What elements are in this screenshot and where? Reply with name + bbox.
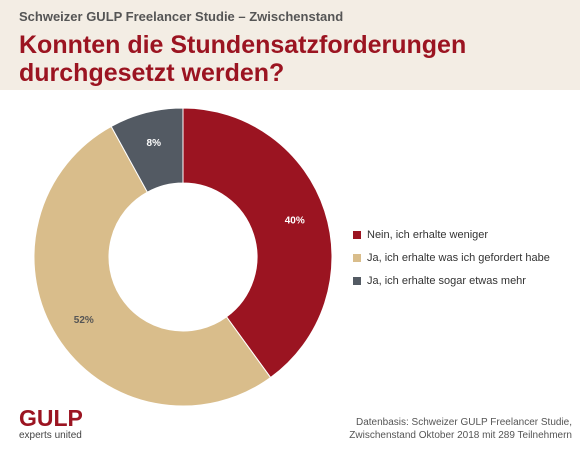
header-band: Schweizer GULP Freelancer Studie – Zwisc… [0, 0, 580, 90]
slice-ja-gefordert [33, 125, 272, 407]
source-note: Datenbasis: Schweizer GULP Freelancer St… [349, 416, 572, 442]
legend-item-ja-gefordert: Ja, ich erhalte was ich gefordert habe [353, 247, 550, 268]
source-line-1: Datenbasis: Schweizer GULP Freelancer St… [355, 417, 572, 428]
legend-label: Ja, ich erhalte was ich gefordert habe [367, 251, 550, 264]
slice-nein-label: 40% [285, 216, 305, 227]
chart-title: Konnten die Stundensatzforderungen durch… [19, 31, 467, 87]
slice-ja-mehr [110, 107, 184, 193]
legend-swatch [353, 276, 361, 285]
gulp-logo: GULP experts united [19, 406, 83, 442]
logo-name: GULP [19, 405, 83, 431]
logo-tagline: experts united [19, 430, 82, 441]
legend-label: Nein, ich erhalte weniger [367, 228, 489, 241]
chart-supertitle: Schweizer GULP Freelancer Studie – Zwisc… [19, 9, 344, 24]
legend-swatch [353, 253, 361, 262]
legend-item-nein: Nein, ich erhalte weniger [353, 224, 550, 245]
legend-label: Ja, ich erhalte sogar etwas mehr [367, 274, 526, 287]
legend-swatch [353, 230, 361, 239]
chart-legend: Nein, ich erhalte weniger Ja, ich erhalt… [353, 224, 550, 293]
legend-item-ja-mehr: Ja, ich erhalte sogar etwas mehr [353, 270, 550, 291]
slice-nein [182, 107, 333, 379]
source-line-2: Zwischenstand Oktober 2018 mit 289 Teiln… [349, 430, 572, 441]
slice-ja-gefordert-label: 52% [74, 315, 94, 326]
slice-ja-mehr-label: 8% [147, 138, 162, 149]
